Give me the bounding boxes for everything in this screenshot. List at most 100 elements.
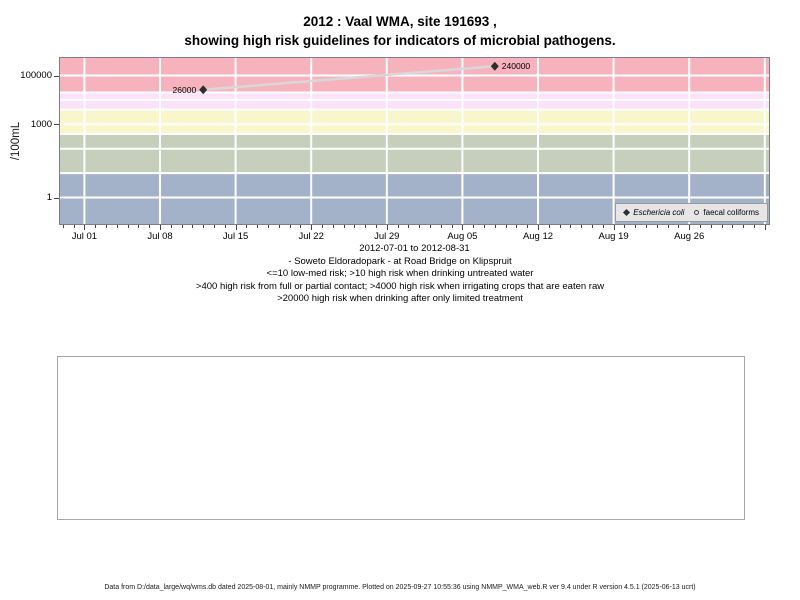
x-minor-tick bbox=[289, 225, 291, 228]
x-minor-tick bbox=[95, 225, 97, 228]
x-minor-tick bbox=[322, 225, 323, 228]
x-minor-tick bbox=[192, 225, 194, 228]
x-minor-tick bbox=[732, 225, 734, 228]
y-tick-label: 100000 bbox=[20, 70, 52, 81]
chart-title: 2012 : Vaal WMA, site 191693 , showing h… bbox=[0, 13, 800, 50]
x-major-tick bbox=[462, 225, 464, 230]
x-minor-tick bbox=[710, 225, 712, 228]
x-minor-tick bbox=[721, 225, 723, 228]
legend-item-faecal-coliforms: faecal coliforms bbox=[694, 208, 759, 217]
point-label: 26000 bbox=[173, 85, 197, 95]
x-minor-tick bbox=[592, 225, 593, 228]
x-tick-label: Aug 12 bbox=[522, 231, 554, 242]
plot-area: 26000 240000 bbox=[59, 57, 770, 225]
empty-notes-box bbox=[57, 356, 745, 520]
y-tick bbox=[54, 75, 59, 77]
x-minor-tick bbox=[170, 225, 172, 228]
x-tick-label: Jul 01 bbox=[71, 231, 98, 242]
x-minor-tick bbox=[246, 225, 248, 228]
y-tick bbox=[54, 197, 59, 199]
x-minor-tick bbox=[451, 225, 453, 228]
x-major-tick bbox=[235, 225, 237, 230]
risk-band-high-risk-irrigating-raw-crops bbox=[59, 92, 770, 110]
x-minor-tick bbox=[570, 225, 572, 228]
x-major-tick bbox=[311, 225, 313, 230]
series-line bbox=[203, 64, 495, 92]
x-major-tick bbox=[84, 225, 86, 230]
open-circle-icon bbox=[694, 210, 700, 215]
x-tick-label: Jul 22 bbox=[298, 231, 324, 242]
x-minor-tick bbox=[516, 225, 518, 228]
legend-box: Eschericia coli faecal coliforms bbox=[615, 203, 768, 222]
x-minor-tick bbox=[635, 225, 637, 228]
risk-band-high-risk-untreated-water bbox=[59, 134, 770, 174]
point-label: 240000 bbox=[502, 61, 531, 71]
x-major-tick bbox=[689, 225, 691, 230]
x-minor-tick bbox=[116, 225, 118, 228]
caption-site-line: - Soweto Eldoradopark - at Road Bridge o… bbox=[288, 256, 512, 267]
x-minor-tick bbox=[419, 225, 421, 228]
x-minor-tick bbox=[138, 225, 140, 228]
x-minor-tick bbox=[440, 225, 442, 228]
x-tick-label: Aug 26 bbox=[674, 231, 705, 242]
legend-label-ecoli: Eschericia coli bbox=[633, 208, 685, 217]
x-tick-label: Jul 15 bbox=[222, 231, 249, 242]
x-minor-tick bbox=[667, 225, 669, 228]
caption-risk-line1: <=10 low-med risk; >10 high risk when dr… bbox=[266, 268, 534, 280]
x-minor-tick bbox=[527, 225, 529, 228]
x-minor-tick bbox=[602, 225, 604, 228]
caption-risk-line2: >400 high risk from full or partial cont… bbox=[195, 280, 605, 292]
chart-title-line2: showing high risk guidelines for indicat… bbox=[184, 32, 616, 48]
x-minor-tick bbox=[700, 225, 701, 228]
x-minor-tick bbox=[743, 225, 745, 228]
plot-panel: 26000 240000 Eschericia coli faecal colif… bbox=[59, 57, 770, 225]
panel-border bbox=[59, 57, 770, 225]
x-minor-tick bbox=[484, 225, 485, 228]
x-minor-tick bbox=[376, 225, 377, 228]
x-minor-tick bbox=[548, 225, 550, 228]
x-minor-tick bbox=[754, 225, 755, 228]
x-minor-tick bbox=[494, 225, 496, 228]
filled-diamond-icon bbox=[623, 208, 631, 217]
caption-risk-line3: >20000 high risk when drinking after onl… bbox=[277, 293, 523, 305]
caption-block: - Soweto Eldoradopark - at Road Bridge o… bbox=[0, 256, 800, 306]
x-minor-tick bbox=[214, 225, 215, 228]
x-minor-tick bbox=[430, 225, 431, 228]
x-minor-tick bbox=[646, 225, 647, 228]
x-minor-tick bbox=[581, 225, 583, 228]
x-minor-tick bbox=[505, 225, 507, 228]
x-tick-label: Jul 29 bbox=[374, 231, 400, 242]
x-minor-tick bbox=[365, 225, 367, 228]
x-major-tick bbox=[613, 225, 615, 230]
data-point bbox=[199, 85, 208, 95]
x-minor-tick bbox=[257, 225, 259, 228]
x-minor-tick bbox=[678, 225, 680, 228]
x-minor-tick bbox=[624, 225, 626, 228]
x-minor-tick bbox=[408, 225, 410, 228]
x-minor-tick bbox=[62, 225, 64, 228]
risk-band-high-risk-full-partial-contact bbox=[59, 109, 770, 135]
x-minor-tick bbox=[300, 225, 302, 228]
legend-label-faecal-coliforms: faecal coliforms bbox=[703, 208, 759, 217]
x-major-tick bbox=[386, 225, 388, 230]
x-minor-tick bbox=[73, 225, 75, 228]
x-minor-tick bbox=[268, 225, 269, 228]
x-minor-tick bbox=[397, 225, 399, 228]
y-tick-label: 1 bbox=[46, 192, 52, 203]
legend-item-ecoli: Eschericia coli bbox=[623, 208, 685, 217]
data-point bbox=[490, 61, 499, 71]
footer-provenance-text: Data from D:/data_large/wq/wms.db dated … bbox=[104, 584, 696, 591]
x-minor-tick bbox=[656, 225, 658, 228]
x-axis-label: 2012-07-01 to 2012-08-31 bbox=[359, 243, 470, 254]
x-minor-tick bbox=[278, 225, 280, 228]
y-tick-label: 1000 bbox=[30, 118, 52, 130]
x-tick-label: Jul 08 bbox=[147, 231, 173, 242]
x-minor-tick bbox=[149, 225, 151, 228]
x-minor-tick bbox=[127, 225, 129, 228]
chart-title-line1: 2012 : Vaal WMA, site 191693 , bbox=[303, 14, 497, 29]
x-minor-tick bbox=[181, 225, 183, 228]
x-minor-tick bbox=[224, 225, 226, 228]
x-minor-tick bbox=[559, 225, 561, 228]
x-minor-tick bbox=[203, 225, 205, 228]
